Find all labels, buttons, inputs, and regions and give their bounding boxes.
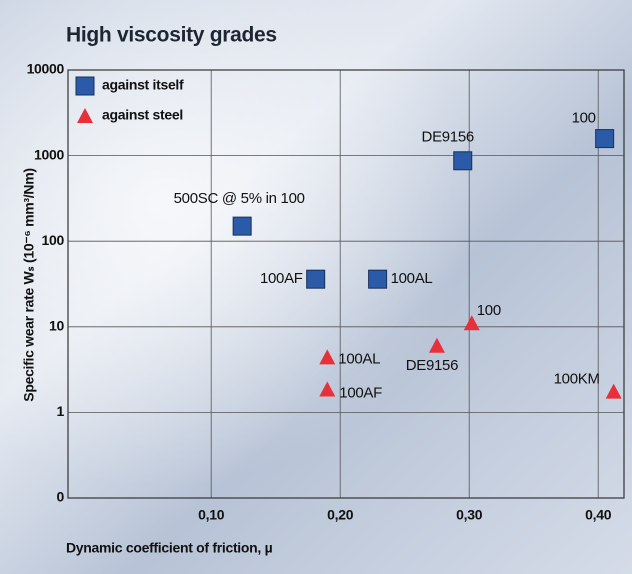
y-tick-label: 10 — [49, 318, 64, 334]
y-axis-label: Specific wear rate Wₛ (10⁻⁶ mm³/Nm) — [21, 168, 37, 401]
data-label: 100KM — [554, 371, 600, 388]
chart: High viscosity grades Dynamic coefficien… — [0, 0, 632, 574]
data-label: 100 — [572, 110, 596, 127]
y-tick-label: 1 — [57, 403, 65, 419]
data-point — [307, 270, 325, 288]
data-label: 100AF — [339, 384, 382, 401]
data-point — [233, 217, 251, 235]
data-label: 500SC @ 5% in 100 — [174, 190, 305, 207]
data-label: 100AL — [338, 350, 380, 367]
x-tick-label: 0,20 — [327, 507, 354, 523]
data-label: DE9156 — [422, 129, 474, 146]
y-tick-label: 1000 — [34, 146, 64, 162]
legend-label: against steel — [102, 107, 183, 123]
y-tick-label: 100 — [42, 232, 65, 248]
data-point — [369, 270, 387, 288]
x-tick-label: 0,40 — [585, 507, 612, 523]
legend-marker — [76, 77, 94, 95]
y-tick-label: 10000 — [27, 61, 65, 77]
x-axis-label: Dynamic coefficient of friction, µ — [66, 540, 273, 556]
data-label: 100AL — [391, 270, 433, 287]
chart-title: High viscosity grades — [66, 24, 277, 47]
data-label: 100AF — [260, 270, 303, 287]
data-point — [596, 130, 614, 148]
data-point — [454, 152, 472, 170]
legend-label: against itself — [102, 77, 184, 93]
x-tick-label: 0,10 — [198, 507, 225, 523]
y-tick-label: 0 — [57, 489, 65, 505]
data-label: DE9156 — [406, 357, 458, 374]
x-tick-label: 0,30 — [456, 507, 483, 523]
data-label: 100 — [477, 302, 501, 319]
